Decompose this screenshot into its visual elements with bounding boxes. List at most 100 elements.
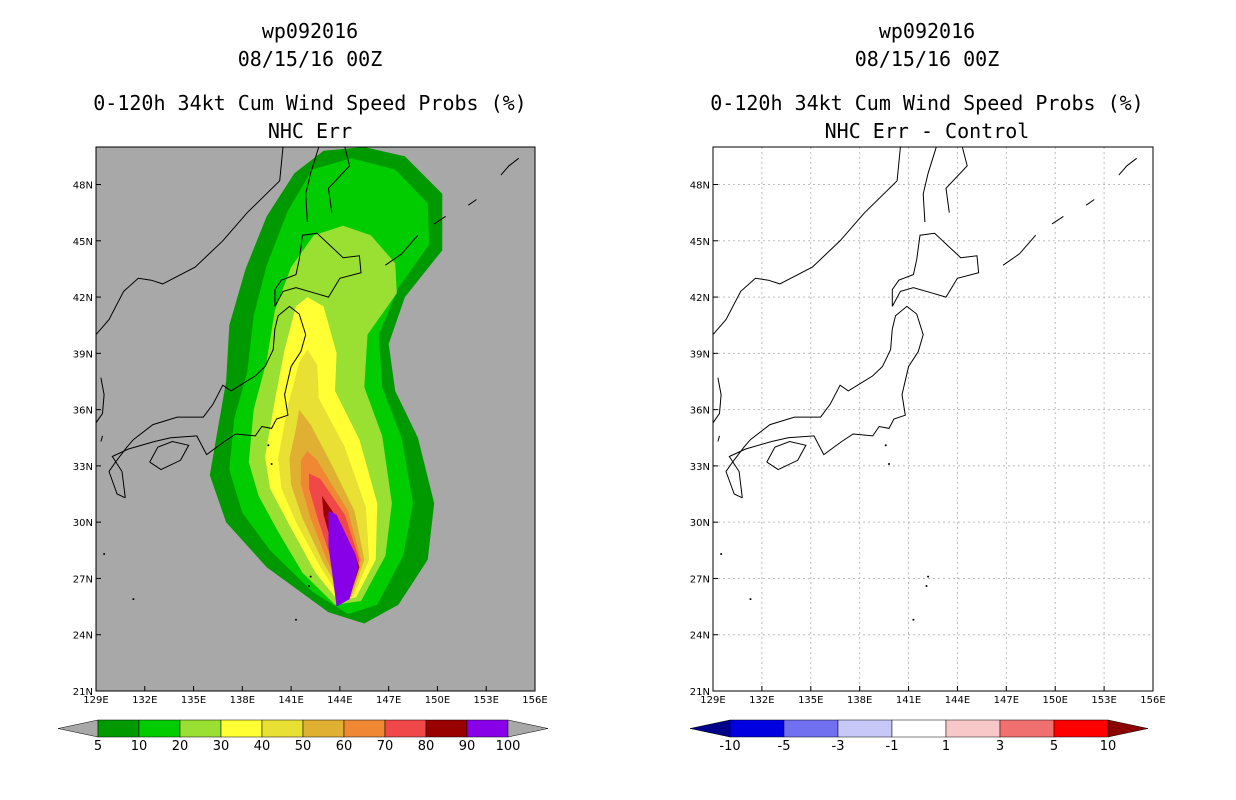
coastline [327,147,351,213]
island [132,598,135,601]
y-tick-label: 33N [73,462,93,473]
colorbar-label: 50 [295,739,312,754]
island [307,584,310,587]
coastline [713,147,901,335]
panel-1: wp092016 08/15/16 00Z 0-120h 34kt Cum Wind… [57,19,549,754]
title-line-4: NHC Err [268,119,352,143]
coastline [1118,157,1138,176]
colorbar-swatch [179,719,222,738]
colorbar-swatch [945,719,1001,738]
coastline [274,232,362,307]
island [912,618,915,621]
y-tick-label: 21N [690,687,710,698]
colorbar-low-arrow [57,719,99,738]
colorbar-label: 80 [418,739,435,754]
colorbar-label: 90 [459,739,476,754]
y-tick-label: 24N [73,631,93,642]
coastline [433,215,446,225]
colorbar-swatch [999,719,1055,738]
coastline [385,234,419,266]
colorbar-label: 100 [496,739,521,754]
title-line-3: 0-120h 34kt Cum Wind Speed Probs (%) [93,91,526,115]
map-area [96,147,520,624]
x-tick-label: 147E [994,695,1019,706]
coastline [108,305,307,499]
x-tick-label: 150E [425,695,450,706]
title-line-2: 08/15/16 00Z [855,47,1000,71]
colorbar-label: 30 [213,739,230,754]
coastline [713,377,722,424]
colorbar-swatch [302,719,345,738]
island [270,463,273,466]
colorbar-swatch [1053,719,1109,738]
coastline [725,305,924,499]
colorbar-swatch [343,719,386,738]
y-tick-label: 42N [690,293,710,304]
x-tick-label: 135E [181,695,206,706]
colorbar-label: 10 [131,739,148,754]
y-tick-label: 27N [73,574,93,585]
y-tick-label: 27N [690,574,710,585]
island [294,618,297,621]
x-tick-label: 129E [700,695,725,706]
coastline [96,377,105,424]
colorbar-swatch [729,719,785,738]
title-line-3: 0-120h 34kt Cum Wind Speed Probs (%) [710,91,1143,115]
prob-band-90 [328,510,358,607]
x-tick-label: 144E [945,695,970,706]
colorbar-label: 20 [172,739,189,754]
y-tick-label: 30N [690,518,710,529]
x-tick-label: 153E [474,695,499,706]
coastline [891,232,980,307]
colorbar-label: 10 [1100,739,1117,754]
colorbar-label: 70 [377,739,394,754]
y-tick-label: 36N [73,406,93,417]
colorbar-swatch [220,719,263,738]
title-line-1: wp092016 [879,19,975,43]
x-tick-label: 150E [1043,695,1068,706]
y-tick-label: 45N [690,237,710,248]
title-line-2: 08/15/16 00Z [238,47,383,71]
y-tick-label: 42N [73,293,93,304]
coastline [100,435,103,442]
coastline [1002,234,1037,266]
island [267,444,270,447]
y-tick-label: 24N [690,631,710,642]
x-tick-label: 132E [749,695,774,706]
colorbar-label: -3 [832,739,845,754]
y-tick-label: 21N [73,687,93,698]
panel-2: wp092016 08/15/16 00Z 0-120h 34kt Cum Wind… [690,19,1166,754]
colorbar-swatch [261,719,304,738]
coastline [922,147,937,223]
map-frame [95,146,536,692]
colorbar: -10 -5 -3 -1 1 3 5 10 [689,719,1149,754]
y-tick-label: 33N [690,462,710,473]
colorbar-label: 5 [94,739,102,754]
x-tick-label: 138E [847,695,872,706]
colorbar-high-arrow [507,719,549,738]
y-tick-label: 48N [690,181,710,192]
x-tick-label: 147E [376,695,401,706]
colorbar-label: -10 [719,739,740,754]
colorbar-swatch [783,719,839,738]
coastline [717,435,720,442]
colorbar-label: -5 [778,739,791,754]
coastline [96,147,284,335]
colorbar-swatch [425,719,468,738]
colorbar-swatch [466,719,509,738]
map-area [713,147,1153,691]
x-tick-label: 144E [327,695,352,706]
coastline [945,147,968,213]
x-tick-label: 156E [522,695,547,706]
colorbar-label: 40 [254,739,271,754]
colorbar-label: 5 [1050,739,1058,754]
x-tick-label: 129E [83,695,108,706]
x-tick-label: 141E [896,695,921,706]
coastline [149,440,190,471]
map-background [713,147,1153,691]
y-tick-label: 36N [690,406,710,417]
colorbar-swatch [891,719,947,738]
colorbar-label: 60 [336,739,353,754]
colorbar-low-arrow [689,719,731,738]
